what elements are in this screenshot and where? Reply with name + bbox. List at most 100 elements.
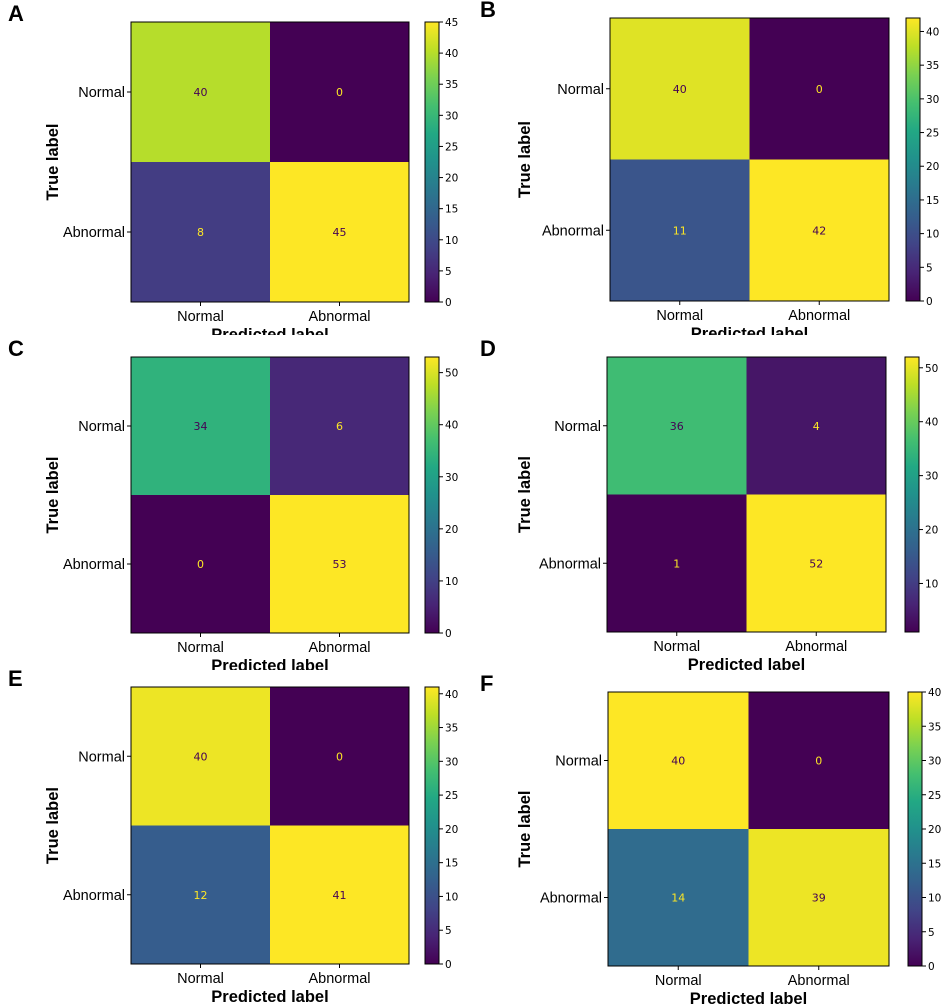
colorbar-tick-label: 40 bbox=[926, 26, 939, 38]
y-tick-label-normal: Normal bbox=[555, 754, 602, 770]
colorbar-tick-label: 25 bbox=[926, 128, 939, 140]
x-tick-label-normal: Normal bbox=[655, 973, 702, 989]
y-tick-label-abnormal: Abnormal bbox=[542, 223, 604, 239]
cell-r1-c0 bbox=[610, 159, 750, 301]
cell-r1-c0 bbox=[131, 495, 270, 633]
colorbar-tick-label: 35 bbox=[445, 723, 458, 735]
cell-r1-c1 bbox=[270, 162, 409, 302]
colorbar bbox=[424, 686, 440, 965]
y-tick-label-abnormal: Abnormal bbox=[63, 888, 125, 904]
colorbar-tick-label: 40 bbox=[928, 687, 941, 699]
colorbar-tick-label: 0 bbox=[445, 628, 452, 640]
cell-value-label: 39 bbox=[812, 892, 826, 905]
cell-value-label: 0 bbox=[816, 83, 823, 96]
colorbar-tick-label: 40 bbox=[445, 689, 458, 701]
colorbar-tick-label: 5 bbox=[926, 262, 933, 274]
cell-value-label: 8 bbox=[197, 226, 204, 239]
heatmap-frame bbox=[606, 356, 887, 633]
colorbar-tick-label: 15 bbox=[445, 204, 458, 216]
x-axis-label: Predicted label bbox=[211, 988, 328, 1005]
x-tick-label-abnormal: Abnormal bbox=[788, 973, 850, 989]
colorbar-tick-label: 35 bbox=[445, 79, 458, 91]
x-tick-label-normal: Normal bbox=[653, 639, 700, 655]
colorbar-tick-label: 10 bbox=[928, 893, 941, 905]
x-tick-label-abnormal: Abnormal bbox=[308, 309, 370, 325]
cell-r0-c0 bbox=[610, 18, 750, 160]
x-tick-label-abnormal: Abnormal bbox=[308, 640, 370, 656]
y-tick-label-normal: Normal bbox=[557, 82, 604, 98]
colorbar-tick-label: 20 bbox=[925, 525, 938, 537]
y-tick-label-abnormal: Abnormal bbox=[539, 556, 601, 572]
cell-value-label: 14 bbox=[671, 892, 685, 905]
colorbar-tick-label: 15 bbox=[928, 858, 941, 870]
cell-value-label: 0 bbox=[336, 750, 343, 763]
cell-value-label: 1 bbox=[673, 557, 680, 570]
cell-r1-c0 bbox=[131, 825, 270, 964]
y-tick-label-abnormal: Abnormal bbox=[63, 225, 125, 241]
colorbar-tick-label: 20 bbox=[928, 824, 941, 836]
cell-value-label: 52 bbox=[809, 557, 823, 570]
y-tick-label-normal: Normal bbox=[78, 419, 125, 435]
colorbar-tick-label: 35 bbox=[928, 721, 941, 733]
colorbar-tick-label: 0 bbox=[445, 297, 452, 309]
colorbar-tick-label: 10 bbox=[926, 229, 939, 241]
cell-r1-c0 bbox=[607, 494, 747, 632]
colorbar-tick-label: 30 bbox=[445, 472, 458, 484]
y-tick-label-abnormal: Abnormal bbox=[63, 557, 125, 573]
cell-value-label: 36 bbox=[670, 420, 684, 433]
colorbar-tick-label: 35 bbox=[926, 60, 939, 72]
cell-r0-c1 bbox=[748, 692, 889, 829]
x-axis-label: Predicted label bbox=[211, 326, 328, 335]
cell-r1-c0 bbox=[608, 829, 749, 966]
panel-letter: C bbox=[8, 336, 24, 361]
colorbar-tick-label: 45 bbox=[445, 17, 458, 29]
panel-c: C 34 6 0 53 Normal Abnormal Normal Abnormal Predi… bbox=[0, 335, 470, 670]
cell-value-label: 4 bbox=[813, 420, 820, 433]
cell-value-label: 40 bbox=[194, 86, 208, 99]
colorbar-tick-label: 5 bbox=[445, 266, 452, 278]
y-tick-label-normal: Normal bbox=[78, 85, 125, 101]
colorbar-tick-label: 50 bbox=[445, 368, 458, 380]
colorbar-tick-label: 30 bbox=[445, 756, 458, 768]
y-axis-label: True label bbox=[516, 456, 534, 533]
cell-r0-c0 bbox=[131, 22, 270, 162]
x-tick-label-normal: Normal bbox=[177, 309, 224, 325]
y-tick-label-abnormal: Abnormal bbox=[540, 891, 602, 907]
heatmap-frame bbox=[607, 691, 890, 967]
cell-value-label: 40 bbox=[673, 83, 687, 96]
colorbar-tick-label: 40 bbox=[445, 420, 458, 432]
y-axis-label: True label bbox=[516, 121, 534, 198]
colorbar bbox=[424, 21, 440, 303]
colorbar-tick-label: 40 bbox=[925, 417, 938, 429]
cell-r1-c1 bbox=[748, 829, 889, 966]
cell-value-label: 53 bbox=[333, 558, 347, 571]
cell-value-label: 12 bbox=[194, 889, 208, 902]
colorbar-tick-label: 30 bbox=[928, 756, 941, 768]
colorbar-tick-label: 20 bbox=[445, 824, 458, 836]
colorbar-tick-label: 15 bbox=[445, 858, 458, 870]
x-axis-label: Predicted label bbox=[691, 325, 808, 335]
cell-value-label: 11 bbox=[673, 224, 687, 237]
colorbar-tick-label: 30 bbox=[445, 110, 458, 122]
panel-letter: F bbox=[480, 671, 493, 696]
cell-value-label: 45 bbox=[333, 226, 347, 239]
panel-b: B 40 0 11 42 Normal Abnormal Normal Abnormal Pred… bbox=[472, 0, 945, 335]
cell-value-label: 40 bbox=[671, 755, 685, 768]
x-tick-label-abnormal: Abnormal bbox=[788, 308, 850, 324]
colorbar-tick-label: 10 bbox=[445, 576, 458, 588]
panel-letter: E bbox=[8, 670, 23, 691]
colorbar-tick-label: 20 bbox=[926, 161, 939, 173]
cell-r1-c1 bbox=[270, 495, 409, 633]
panel-letter: D bbox=[480, 336, 496, 361]
colorbar-tick-label: 30 bbox=[926, 94, 939, 106]
colorbar-tick-label: 40 bbox=[445, 48, 458, 60]
cell-value-label: 0 bbox=[336, 86, 343, 99]
y-axis-label: True label bbox=[44, 456, 62, 533]
cell-value-label: 0 bbox=[815, 755, 822, 768]
cell-value-label: 41 bbox=[333, 889, 347, 902]
